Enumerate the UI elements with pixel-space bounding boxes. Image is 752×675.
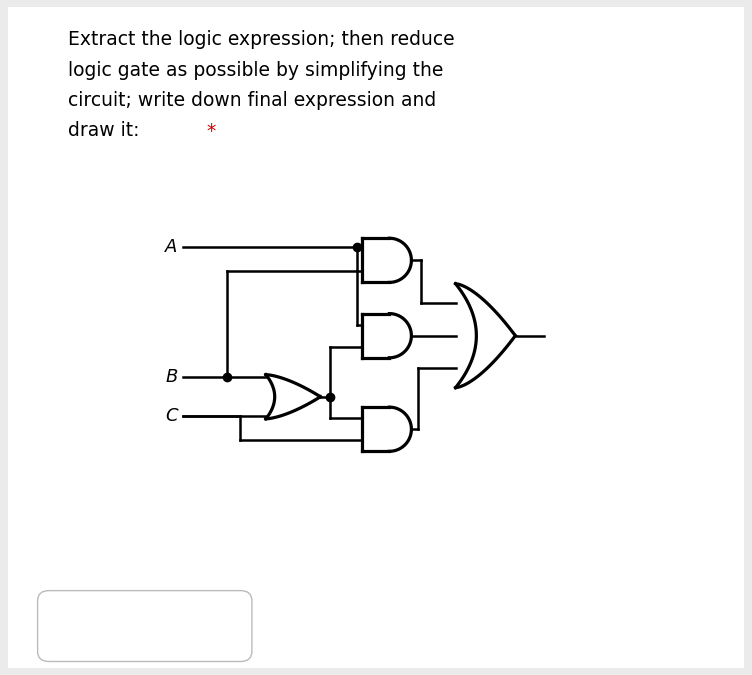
Text: draw it:: draw it:	[68, 122, 145, 140]
Text: circuit; write down final expression and: circuit; write down final expression and	[68, 91, 436, 110]
Text: *: *	[207, 122, 216, 140]
Text: A: A	[165, 238, 177, 256]
Text: C: C	[165, 407, 177, 425]
Text: ↑  Add file: ↑ Add file	[101, 617, 188, 634]
Text: B: B	[165, 369, 177, 386]
Text: Extract the logic expression; then reduce: Extract the logic expression; then reduc…	[68, 30, 454, 49]
Text: logic gate as possible by simplifying the: logic gate as possible by simplifying th…	[68, 61, 443, 80]
